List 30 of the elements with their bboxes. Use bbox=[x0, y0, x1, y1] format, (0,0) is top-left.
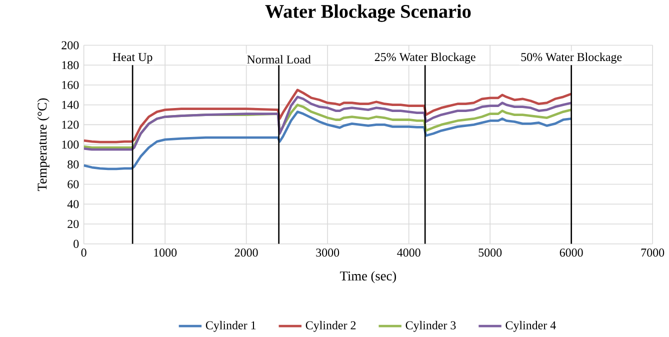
x-tick-label: 1000 bbox=[154, 248, 177, 257]
y-tick-label: 20 bbox=[68, 220, 79, 228]
x-tick-label: 0 bbox=[81, 248, 86, 257]
ref-line-label: 25% Water Blockage bbox=[374, 52, 476, 64]
y-tick-label: 120 bbox=[62, 120, 79, 129]
y-tick-label: 140 bbox=[62, 101, 79, 110]
ref-line-label: Normal Load bbox=[247, 55, 311, 64]
x-tick-label: 7000 bbox=[641, 248, 664, 257]
legend-label: Cylinder 4 bbox=[506, 321, 556, 332]
y-axis-title: Temperature (°C) bbox=[37, 98, 50, 192]
ref-line-label: 50% Water Blockage bbox=[521, 52, 622, 64]
ref-line-label: Heat Up bbox=[112, 53, 152, 64]
legend-label: Cylinder 1 bbox=[206, 321, 256, 332]
legend-label: Cylinder 3 bbox=[406, 321, 456, 332]
legend-label: Cylinder 2 bbox=[306, 321, 356, 332]
x-tick-label: 3000 bbox=[316, 248, 340, 257]
y-tick-label: 200 bbox=[62, 41, 79, 50]
y-tick-label: 180 bbox=[62, 61, 79, 70]
y-tick-label: 40 bbox=[67, 200, 79, 208]
y-tick-label: 100 bbox=[62, 140, 79, 149]
x-tick-label: 4000 bbox=[397, 248, 420, 257]
x-tick-label: 5000 bbox=[478, 248, 502, 257]
y-tick-label: 80 bbox=[68, 160, 79, 169]
y-tick-label: 160 bbox=[62, 81, 79, 90]
x-tick-label: 6000 bbox=[560, 248, 583, 257]
y-tick-label: 0 bbox=[74, 240, 79, 248]
x-axis-title: Time (sec) bbox=[340, 271, 396, 284]
chart-title: Water Blockage Scenario bbox=[265, 4, 471, 22]
x-tick-label: 2000 bbox=[234, 248, 258, 257]
y-tick-label: 60 bbox=[68, 180, 79, 189]
